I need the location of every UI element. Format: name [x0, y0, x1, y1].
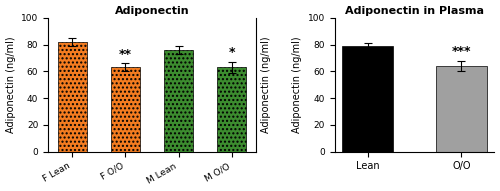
Text: *: *: [228, 46, 235, 59]
Text: ***: ***: [452, 45, 471, 58]
Y-axis label: Adiponectin (ng/ml): Adiponectin (ng/ml): [6, 36, 16, 133]
Bar: [110, 67, 140, 152]
Bar: [217, 67, 246, 152]
Y-axis label: Adiponectin (ng/ml): Adiponectin (ng/ml): [292, 36, 302, 133]
Text: **: **: [119, 48, 132, 61]
Y-axis label: Adiponectin (ng/ml): Adiponectin (ng/ml): [262, 36, 272, 133]
Bar: [58, 42, 87, 152]
Bar: [342, 46, 394, 152]
Title: Adiponectin: Adiponectin: [114, 6, 189, 15]
Bar: [436, 66, 487, 152]
Title: Adiponectin in Plasma: Adiponectin in Plasma: [345, 6, 484, 15]
Bar: [164, 50, 193, 152]
